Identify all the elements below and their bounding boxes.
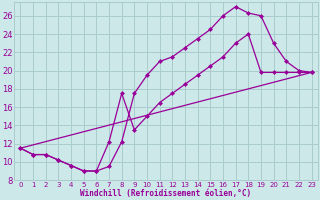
- X-axis label: Windchill (Refroidissement éolien,°C): Windchill (Refroidissement éolien,°C): [80, 189, 252, 198]
